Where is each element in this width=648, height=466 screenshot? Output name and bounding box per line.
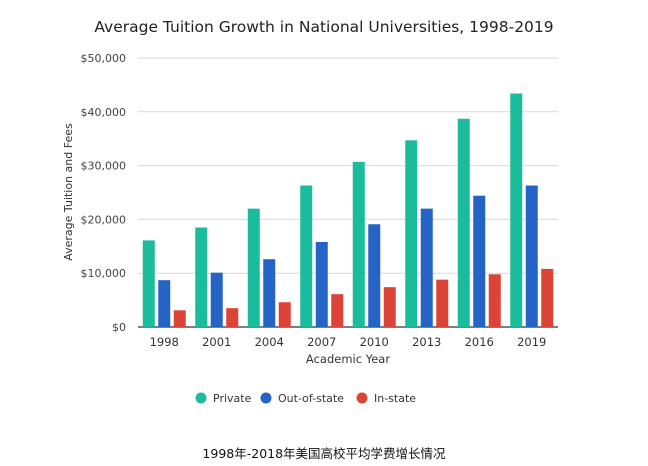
x-tick-label: 1998 <box>150 335 179 349</box>
bar-private-2019 <box>510 93 523 328</box>
bar-out-of-state-2019 <box>525 185 538 327</box>
bar-in-state-2016 <box>488 274 501 327</box>
gridlines <box>138 57 558 328</box>
chart-title: Average Tuition Growth in National Unive… <box>94 18 554 36</box>
bars <box>142 93 554 328</box>
bar-private-2010 <box>352 161 365 327</box>
y-axis-ticks: $0 $10,000 $20,000 $30,000 $40,000 $50,000 <box>81 52 127 334</box>
y-tick-label: $10,000 <box>81 267 127 280</box>
bar-private-2007 <box>300 185 313 327</box>
y-tick-label: $50,000 <box>81 52 127 65</box>
bar-private-2001 <box>195 227 208 327</box>
bar-in-state-2010 <box>383 287 396 327</box>
x-tick-label: 2019 <box>517 335 546 349</box>
legend-swatch <box>195 392 207 404</box>
x-axis-ticks: 1998 2001 2004 2007 2010 2013 2016 2019 <box>150 335 547 349</box>
y-tick-label: $0 <box>112 321 126 334</box>
caption: 1998年-2018年美国高校平均学费增长情况 <box>202 446 446 461</box>
x-tick-label: 2013 <box>412 335 441 349</box>
y-tick-label: $20,000 <box>81 213 127 226</box>
bar-out-of-state-2010 <box>368 224 381 327</box>
bar-out-of-state-2004 <box>263 259 276 327</box>
y-tick-label: $40,000 <box>81 106 127 119</box>
x-tick-label: 2001 <box>202 335 231 349</box>
x-tick-label: 2004 <box>255 335 284 349</box>
x-tick-label: 2016 <box>465 335 494 349</box>
legend-swatch <box>356 392 368 404</box>
bar-out-of-state-2007 <box>315 241 328 327</box>
x-axis-label: Academic Year <box>306 352 390 366</box>
x-tick-label: 2007 <box>307 335 336 349</box>
bar-out-of-state-1998 <box>158 280 171 327</box>
bar-private-2004 <box>247 208 260 327</box>
legend: Private Out-of-state In-state <box>195 392 416 405</box>
bar-in-state-1998 <box>173 310 186 327</box>
legend-label: Private <box>213 392 252 405</box>
bar-in-state-2013 <box>436 279 449 327</box>
bar-private-1998 <box>142 240 155 327</box>
x-tick-label: 2010 <box>360 335 389 349</box>
bar-out-of-state-2013 <box>420 208 433 327</box>
y-axis-label: Average Tuition and Fees <box>62 123 75 261</box>
legend-swatch <box>260 392 272 404</box>
bar-private-2016 <box>457 118 470 327</box>
bar-out-of-state-2016 <box>473 195 486 327</box>
y-tick-label: $30,000 <box>81 160 127 173</box>
legend-label: In-state <box>374 392 416 405</box>
bar-in-state-2004 <box>278 302 291 327</box>
bar-private-2013 <box>405 140 418 327</box>
bar-in-state-2019 <box>541 268 554 327</box>
legend-label: Out-of-state <box>278 392 344 405</box>
bar-in-state-2007 <box>331 294 344 327</box>
bar-in-state-2001 <box>226 308 239 327</box>
bar-out-of-state-2001 <box>210 272 223 327</box>
